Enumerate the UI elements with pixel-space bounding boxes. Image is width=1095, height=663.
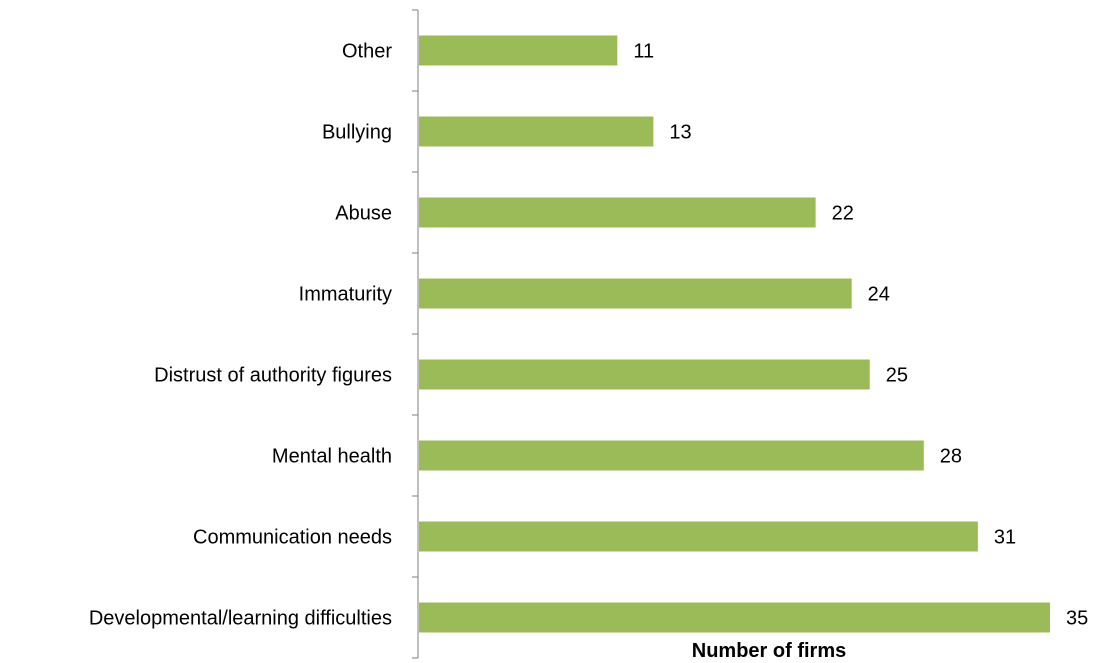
- data-label: 22: [832, 203, 854, 225]
- data-label: 11: [633, 41, 654, 63]
- data-label: 31: [994, 527, 1016, 549]
- category-label: Other: [342, 41, 392, 63]
- category-labels: Other Bullying Abuse Immaturity Distrust of …: [89, 41, 392, 630]
- bars: [419, 35, 1050, 633]
- data-label: 13: [669, 122, 691, 144]
- data-label: 25: [886, 365, 908, 387]
- bar: [419, 116, 654, 147]
- bar: [419, 197, 816, 228]
- bar: [419, 440, 924, 471]
- y-axis-ticks: [412, 9, 418, 659]
- bar: [419, 35, 618, 66]
- bar: [419, 602, 1050, 633]
- category-label: Abuse: [335, 203, 392, 225]
- category-label: Developmental/learning difficulties: [89, 608, 392, 630]
- category-label: Immaturity: [299, 284, 392, 306]
- bar: [419, 521, 978, 552]
- category-label: Distrust of authority figures: [154, 365, 392, 387]
- x-axis-title: Number of firms: [692, 640, 846, 662]
- bar: [419, 359, 870, 390]
- data-label: 28: [940, 446, 962, 468]
- data-label: 35: [1066, 608, 1088, 630]
- data-label: 24: [868, 284, 890, 306]
- bar: [419, 278, 852, 309]
- value-labels: 11 13 22 24 25 28 31 35: [633, 41, 1088, 630]
- category-label: Mental health: [272, 446, 392, 468]
- category-label: Communication needs: [193, 527, 392, 549]
- category-label: Bullying: [322, 122, 392, 144]
